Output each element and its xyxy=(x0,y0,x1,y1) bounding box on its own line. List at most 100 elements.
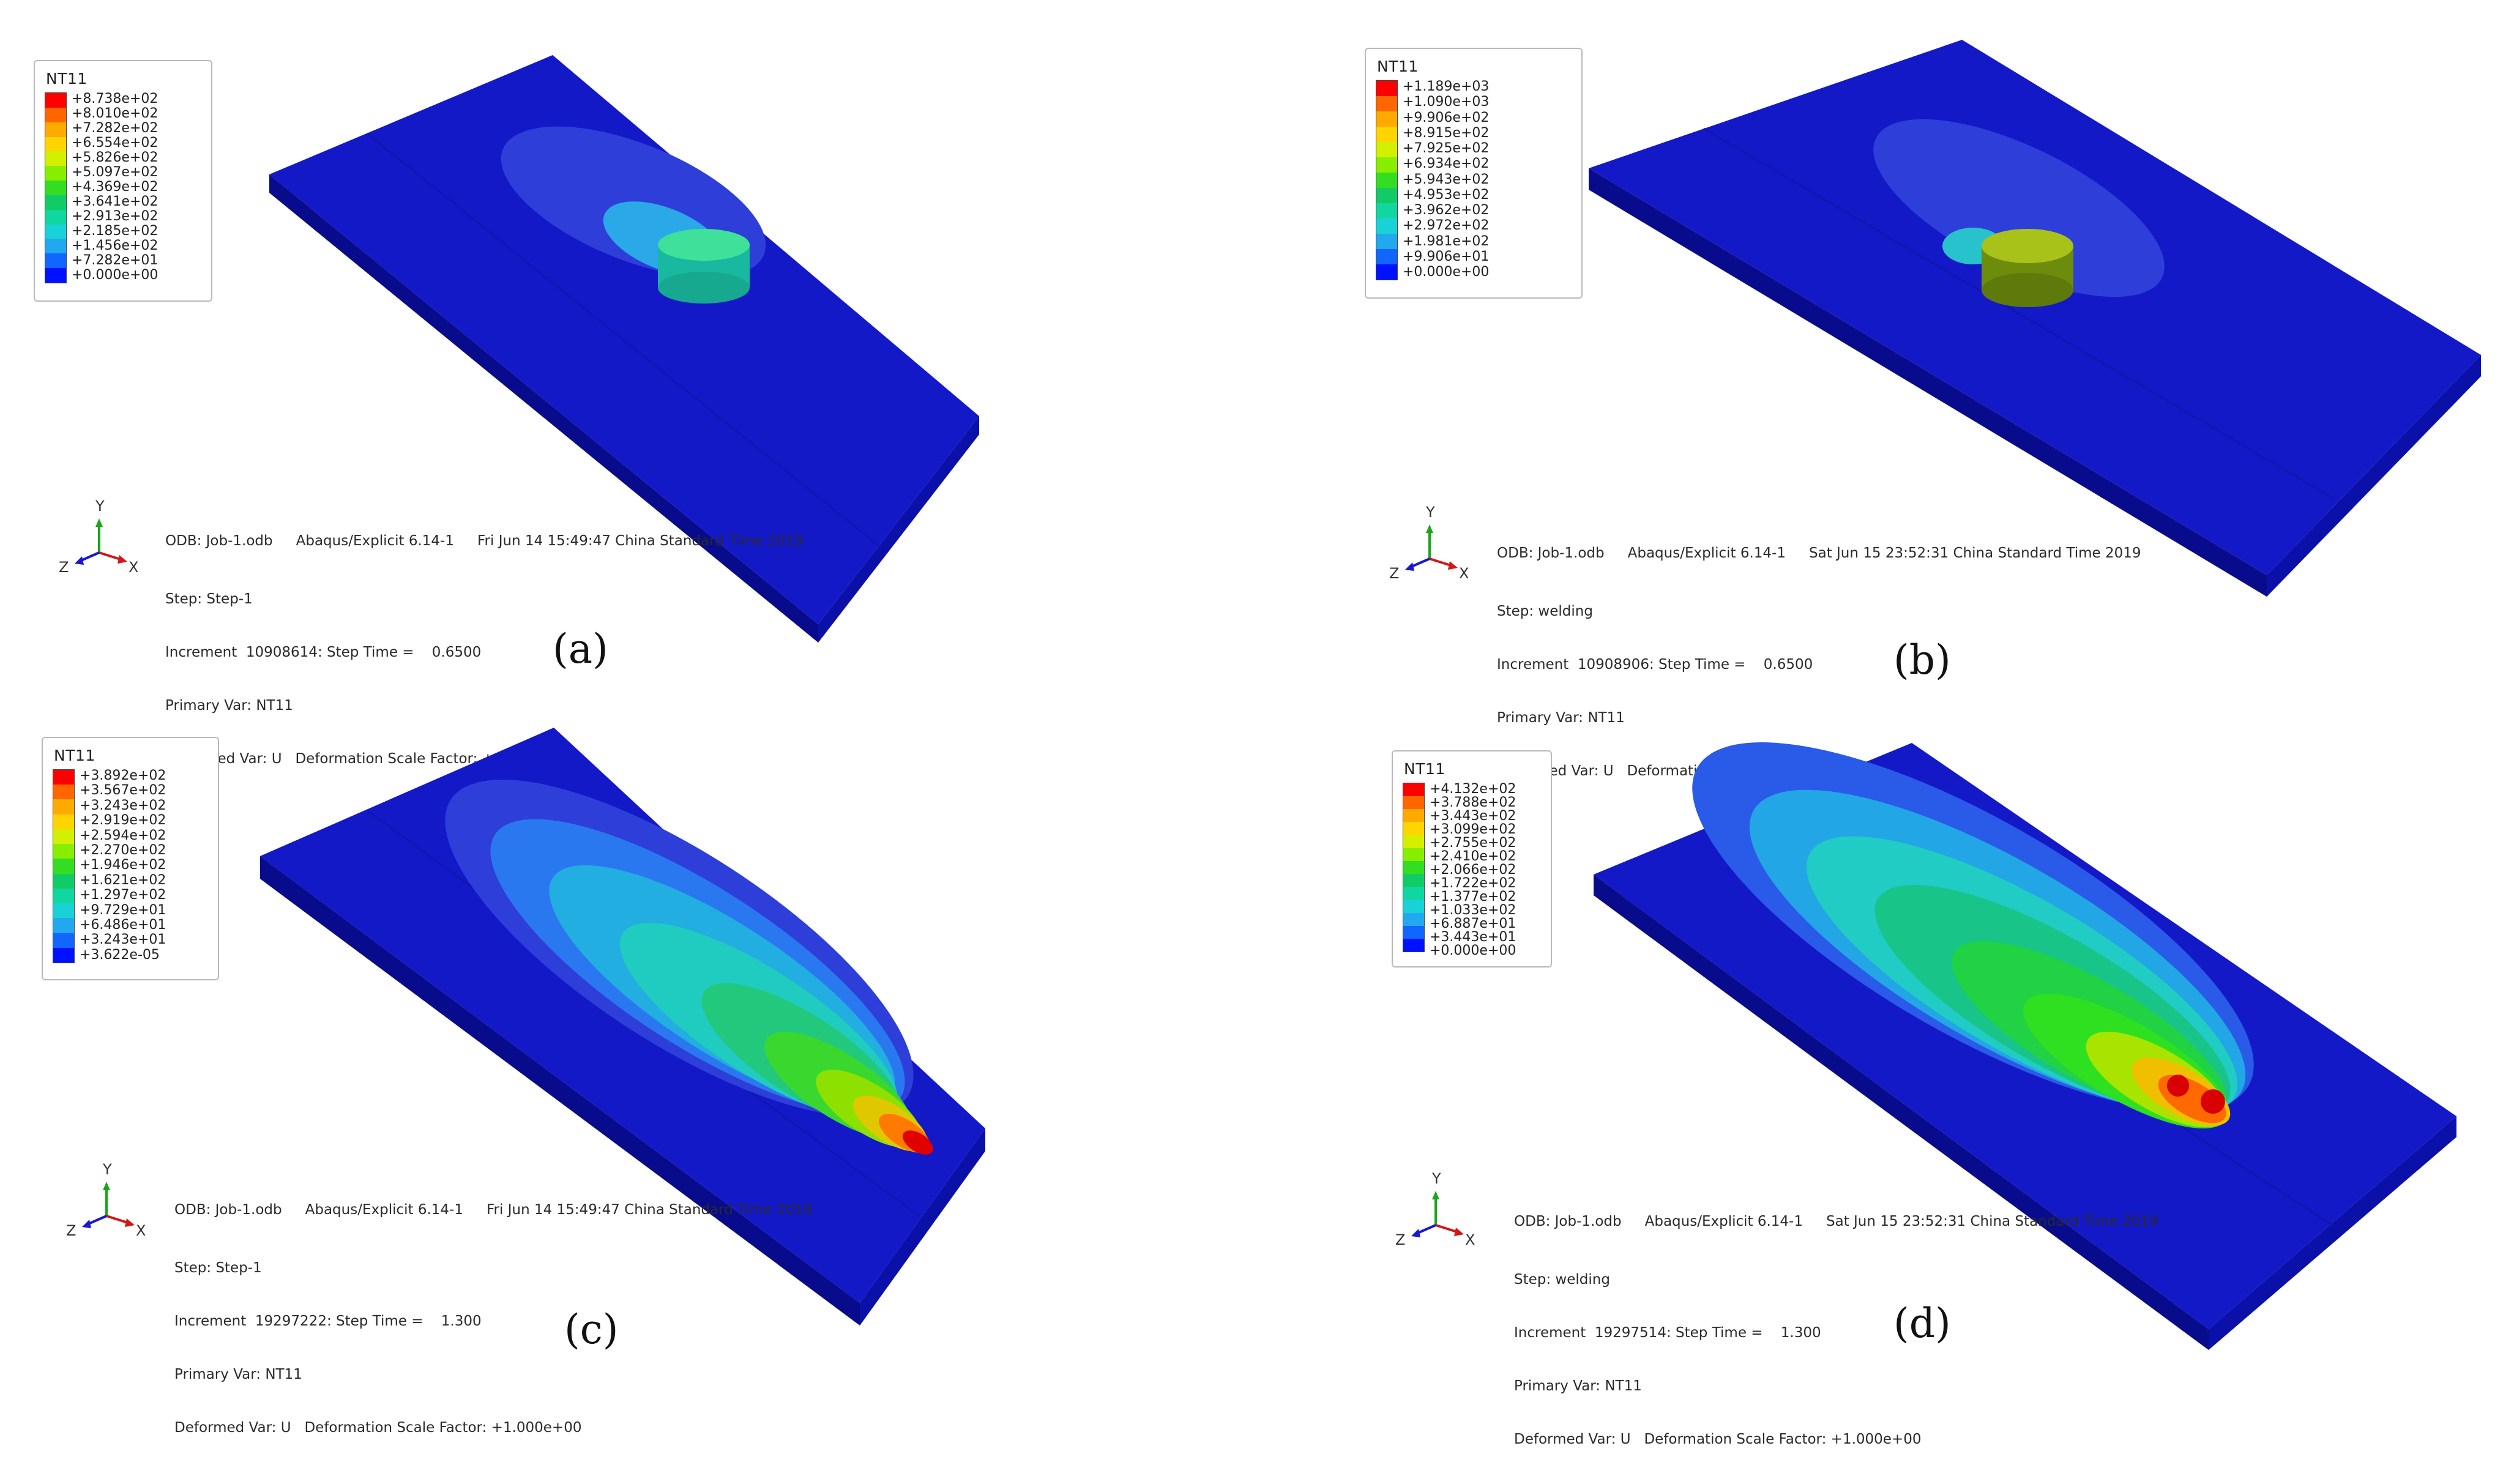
legend-swatch xyxy=(53,829,74,845)
legend-swatch xyxy=(53,814,74,829)
run-date: Sat Jun 15 23:52:31 China Standard Time … xyxy=(1826,1214,2158,1229)
legend-swatch xyxy=(1376,81,1397,96)
axis-y-label: Y xyxy=(1426,504,1435,521)
plate-render-d xyxy=(1594,742,2456,1350)
legend-d: NT11 +4.132e+02 +3.788e+02 +3.443e+02 +3.09… xyxy=(1392,750,1552,968)
axis-triad-icon xyxy=(1411,1191,1464,1237)
legend-body: +1.189e+03 +1.090e+03 +9.906e+02 +8.915e+02… xyxy=(1376,80,1570,280)
legend-title: NT11 xyxy=(1404,760,1445,778)
legend-value: +1.377e+02 xyxy=(1430,889,1516,904)
legend-color-bar xyxy=(53,769,75,963)
legend-labels: +1.189e+03 +1.090e+03 +9.906e+02 +8.915e+02… xyxy=(1403,80,1489,279)
axis-x-label: X xyxy=(1459,565,1469,582)
panel-a: NT11 +8.738e+02 +8.010e+02 +7.282e+02 +6.55… xyxy=(0,0,1257,767)
legend-swatch xyxy=(1376,157,1397,173)
axis-x-label: X xyxy=(129,559,139,576)
legend-swatch xyxy=(1376,142,1397,157)
legend-value: +2.066e+02 xyxy=(1430,862,1516,878)
legend-swatch xyxy=(53,770,74,785)
legend-color-bar xyxy=(45,92,67,283)
welding-tool xyxy=(1982,229,2073,307)
panel-d: NT11 +4.132e+02 +3.788e+02 +3.443e+02 +3.09… xyxy=(1257,688,2514,1447)
legend-swatch xyxy=(53,888,74,904)
legend-swatch xyxy=(45,253,66,269)
solver-version: Abaqus/Explicit 6.14-1 xyxy=(305,1202,463,1218)
legend-swatch xyxy=(45,107,66,122)
legend-value: +1.189e+03 xyxy=(1403,79,1490,94)
job-info-d: ODB: Job-1.odb Abaqus/Explicit 6.14-1 Sat … xyxy=(1514,1177,2182,1484)
legend-swatch xyxy=(1376,96,1397,111)
axis-y-label: Y xyxy=(103,1161,112,1178)
axis-z-label: Z xyxy=(1389,565,1400,582)
legend-swatch xyxy=(1403,887,1424,900)
run-date: Fri Jun 14 15:49:47 China Standard Time … xyxy=(477,533,804,549)
legend-swatch xyxy=(1403,938,1424,952)
plate-front-face xyxy=(269,174,818,643)
legend-value: +7.282e+02 xyxy=(72,121,159,136)
panel-c: NT11 +3.892e+02 +3.567e+02 +3.243e+02 +2.91… xyxy=(0,688,1257,1436)
legend-body: +4.132e+02 +3.788e+02 +3.443e+02 +3.099e+02… xyxy=(1403,781,1540,958)
axis-triad-icon xyxy=(82,1182,135,1228)
legend-value: +6.934e+02 xyxy=(1403,156,1490,172)
tool-top xyxy=(658,229,750,261)
legend-swatch xyxy=(45,181,66,195)
legend-value: +8.010e+02 xyxy=(72,106,159,121)
legend-swatch xyxy=(1403,796,1424,810)
tool-top xyxy=(1982,229,2073,263)
legend-value: +2.594e+02 xyxy=(80,827,166,843)
legend-value: +2.185e+02 xyxy=(72,223,159,239)
legend-swatch xyxy=(1376,249,1397,264)
legend-swatch xyxy=(1403,809,1424,822)
odb-line: ODB: Job-1.odb Abaqus/Explicit 6.14-1 Fri … xyxy=(174,1201,835,1219)
deformed-var: Deformed Var: U Deformation Scale Factor… xyxy=(1514,1431,1922,1447)
axis-triad-c: Y Z X xyxy=(66,1161,146,1242)
legend-value: +7.282e+01 xyxy=(72,253,159,268)
legend-swatch xyxy=(45,195,66,210)
legend-value: +1.033e+02 xyxy=(1430,903,1516,918)
legend-value: +0.000e+00 xyxy=(72,267,159,283)
odb-name: ODB: Job-1.odb xyxy=(1497,545,1605,561)
odb-line: ODB: Job-1.odb Abaqus/Explicit 6.14-1 Sat … xyxy=(1514,1213,2182,1231)
legend-swatch xyxy=(1403,860,1424,874)
axis-x-label: X xyxy=(136,1222,146,1239)
legend-swatch xyxy=(1376,218,1397,234)
plate-render-a xyxy=(269,55,979,643)
legend-value: +6.887e+01 xyxy=(1430,916,1516,931)
axis-x-label: X xyxy=(1465,1231,1475,1248)
increment-info: Increment 19297514: Step Time = 1.300 xyxy=(1514,1325,1821,1341)
step-name: Step: Step-1 xyxy=(165,591,253,607)
legend-value: +3.567e+02 xyxy=(80,783,166,799)
legend-value: +1.981e+02 xyxy=(1403,233,1490,249)
primary-var: Primary Var: NT11 xyxy=(165,698,293,714)
plate-render-c xyxy=(260,728,985,1326)
odb-name: ODB: Job-1.odb xyxy=(165,533,273,549)
odb-line: ODB: Job-1.odb Abaqus/Explicit 6.14-1 Fri … xyxy=(165,532,826,550)
legend-swatch xyxy=(1376,188,1397,203)
step-name: Step: welding xyxy=(1514,1272,1610,1288)
legend-value: +4.132e+02 xyxy=(1430,781,1516,797)
axis-y-label: Y xyxy=(95,498,105,515)
panel-caption-c: (c) xyxy=(564,1306,619,1353)
legend-swatch xyxy=(53,918,74,933)
legend-swatch xyxy=(1403,848,1424,861)
legend-swatch xyxy=(45,122,66,137)
tool-bottom xyxy=(658,272,750,304)
legend-color-bar xyxy=(1376,80,1398,280)
legend-labels: +8.738e+02 +8.010e+02 +7.282e+02 +6.554e+02… xyxy=(72,92,158,282)
tool-bottom xyxy=(1982,273,2073,307)
legend-body: +3.892e+02 +3.567e+02 +3.243e+02 +2.919e+02… xyxy=(53,769,207,963)
legend-value: +2.410e+02 xyxy=(1430,849,1516,864)
legend-labels: +3.892e+02 +3.567e+02 +3.243e+02 +2.919e+02… xyxy=(80,769,166,962)
deformed-var: Deformed Var: U Deformation Scale Factor… xyxy=(174,1420,582,1436)
legend-swatch xyxy=(53,799,74,815)
legend-value: +9.906e+02 xyxy=(1403,110,1490,125)
legend-value: +5.826e+02 xyxy=(72,150,159,165)
legend-swatch xyxy=(1403,783,1424,797)
legend-color-bar xyxy=(1403,783,1425,952)
legend-value: +8.738e+02 xyxy=(72,91,159,106)
legend-value: +2.972e+02 xyxy=(1403,218,1490,234)
plate-side-face xyxy=(818,416,979,643)
legend-value: +9.906e+01 xyxy=(1403,248,1490,264)
legend-swatch xyxy=(1403,822,1424,835)
legend-value: +3.443e+01 xyxy=(1430,930,1516,945)
